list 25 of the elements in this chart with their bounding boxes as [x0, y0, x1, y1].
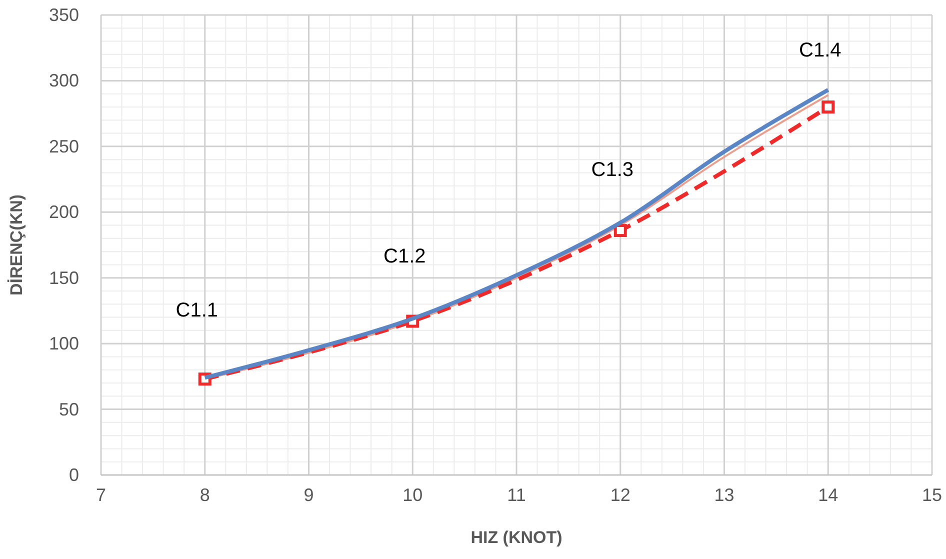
x-tick-label: 10 [402, 485, 423, 505]
y-tick-label: 350 [48, 5, 79, 25]
point [614, 224, 627, 238]
y-tick-label: 250 [48, 136, 79, 156]
x-tick-label: 7 [96, 485, 106, 505]
y-tick-label: 0 [68, 465, 79, 485]
annotation: C1.4 [799, 39, 842, 62]
x-tick-label: 9 [304, 485, 314, 505]
x-tick-label: 12 [610, 485, 630, 505]
x-tick-label: 14 [818, 485, 838, 505]
annotation: C1.3 [591, 158, 634, 181]
x-tick-label: 15 [922, 485, 942, 505]
x-axis-title: HIZ (KNOT) [470, 528, 562, 547]
x-tick-label: 8 [200, 485, 210, 505]
y-tick-label: 50 [58, 399, 79, 420]
y-tick-label: 300 [48, 70, 79, 91]
x-tick-label: 11 [507, 485, 526, 505]
y-tick-label: 200 [48, 202, 79, 222]
x-tick-label: 13 [714, 485, 734, 505]
annotation: C1.2 [384, 246, 426, 268]
y-axis-title: DİRENÇ(KN) [7, 194, 26, 296]
y-tick-label: 100 [48, 334, 79, 354]
y-tick-label: 150 [48, 268, 79, 288]
annotation: C1.1 [176, 299, 218, 322]
point [822, 100, 835, 114]
